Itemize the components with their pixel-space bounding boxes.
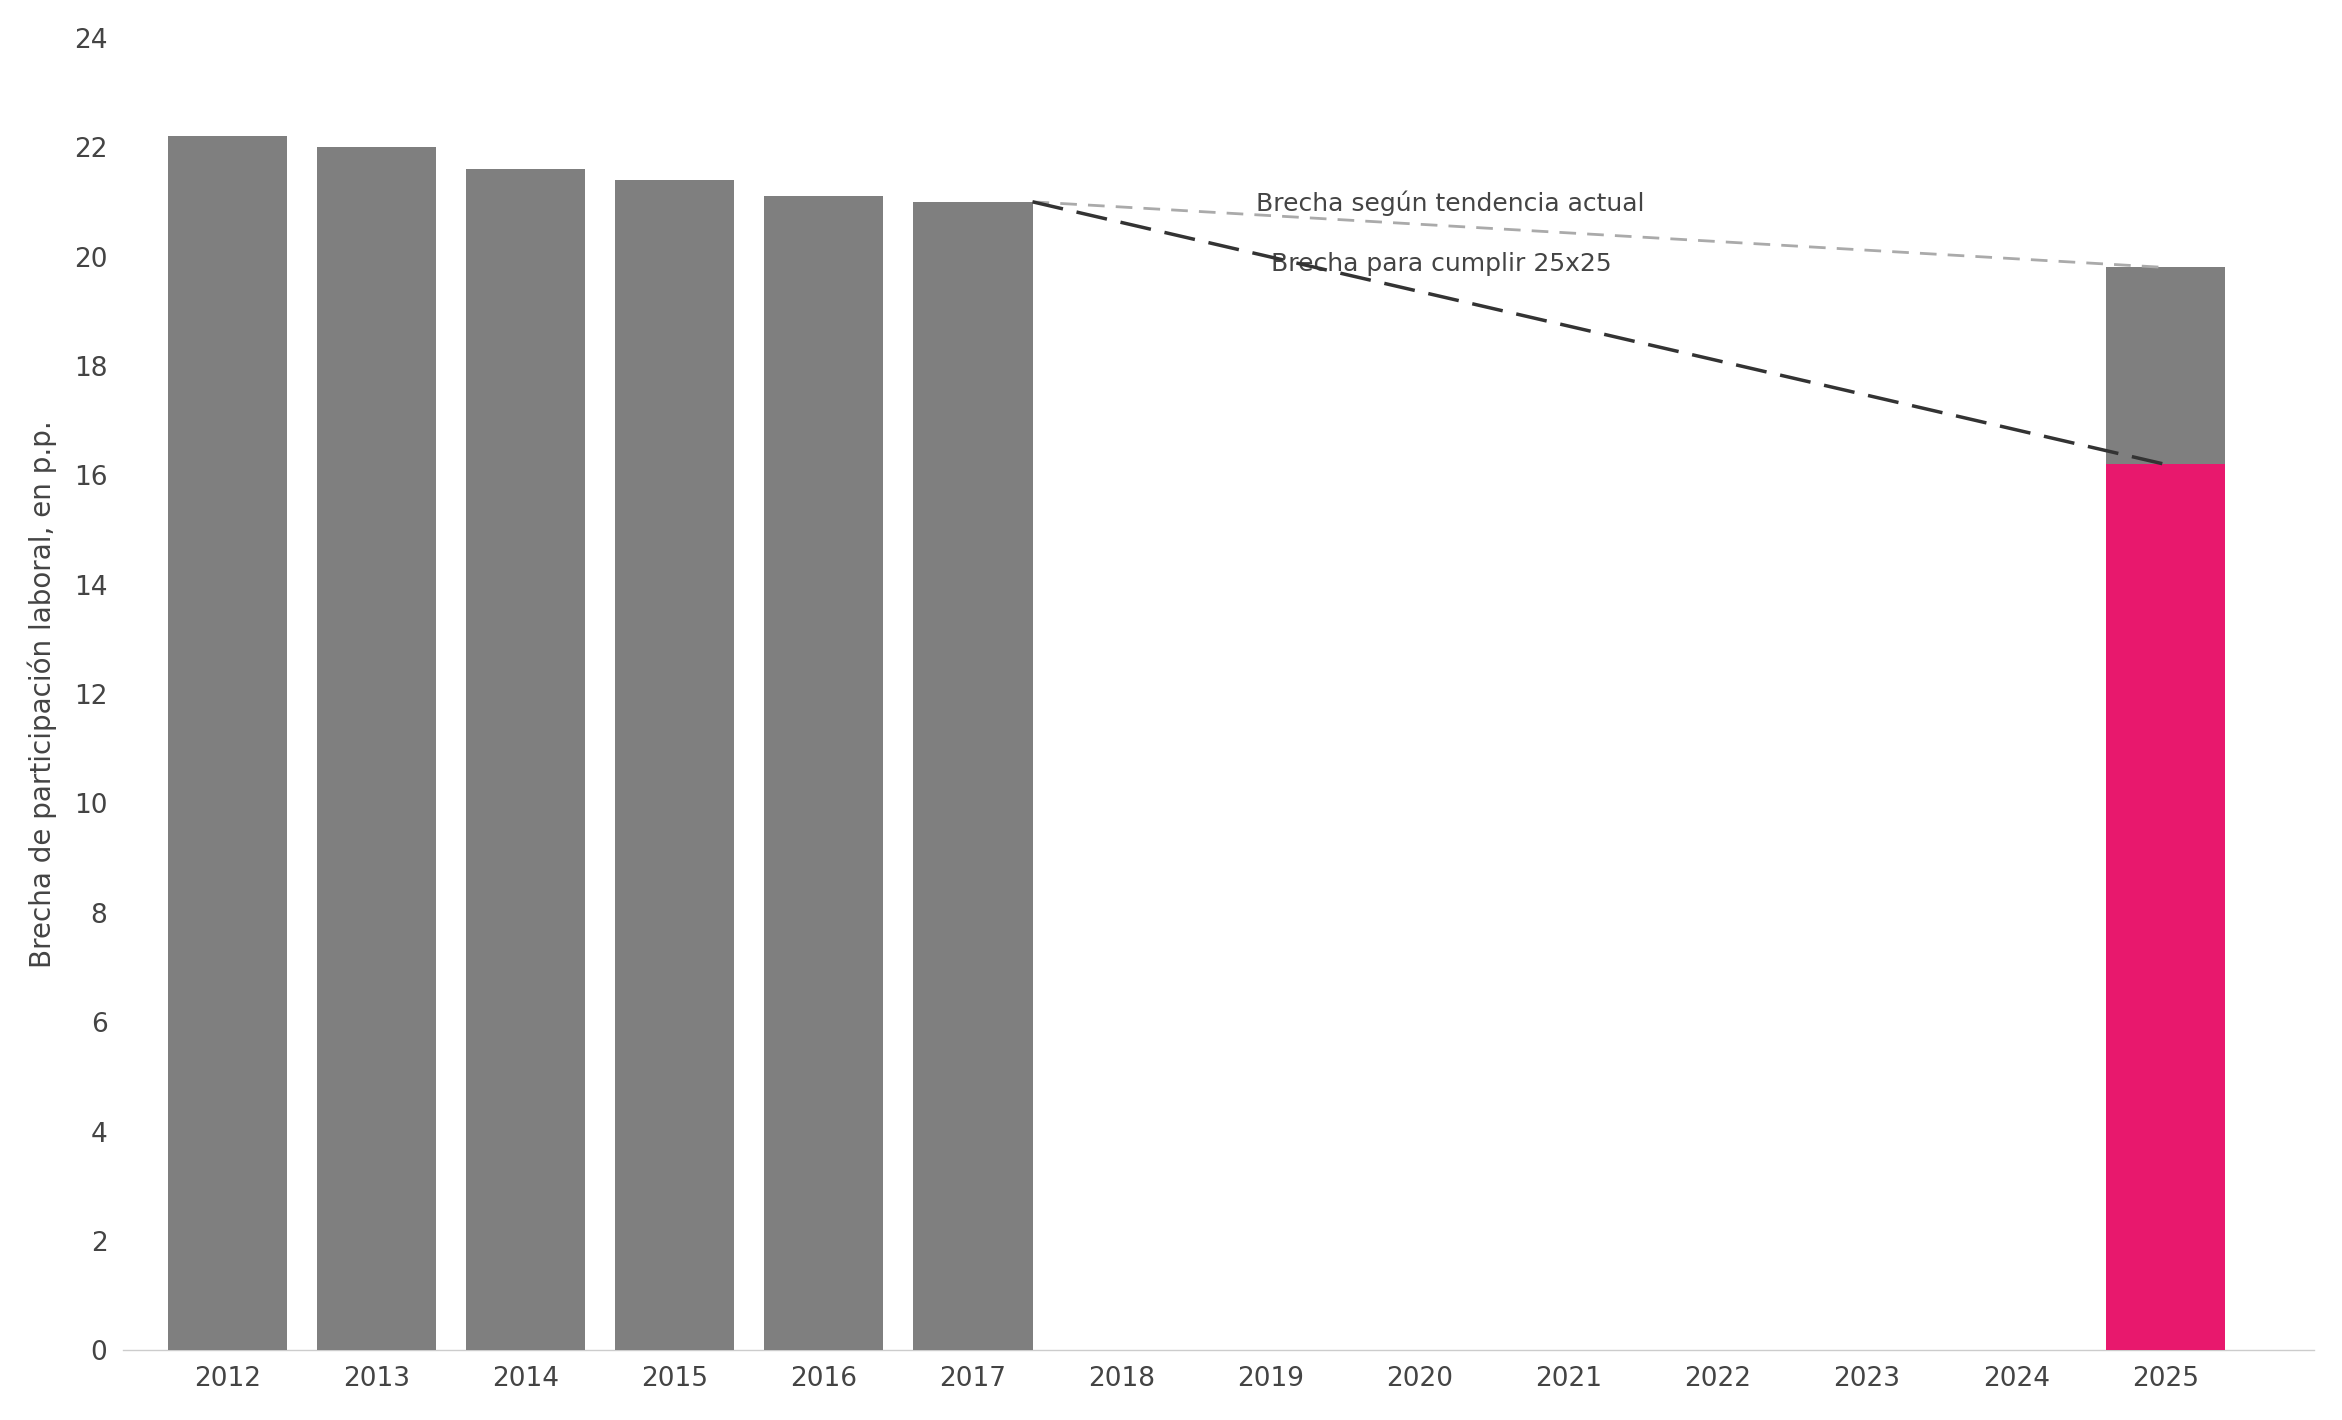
- Y-axis label: Brecha de participación laboral, en p.p.: Brecha de participación laboral, en p.p.: [28, 420, 56, 968]
- Text: Brecha para cumplir 25x25: Brecha para cumplir 25x25: [1272, 251, 1611, 275]
- Bar: [616, 180, 735, 1350]
- Bar: [466, 169, 586, 1350]
- Bar: [763, 196, 883, 1350]
- Text: Brecha según tendencia actual: Brecha según tendencia actual: [1255, 190, 1644, 216]
- Bar: [2105, 267, 2225, 464]
- Bar: [169, 136, 288, 1350]
- Bar: [316, 148, 436, 1350]
- Bar: [913, 202, 1033, 1350]
- Bar: [2105, 464, 2225, 1350]
